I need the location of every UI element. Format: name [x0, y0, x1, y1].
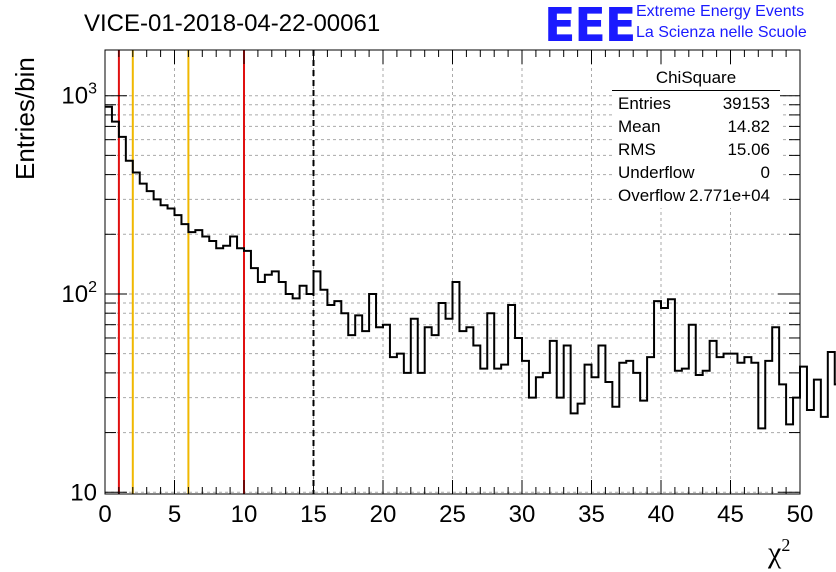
- x-axis-label-base: χ: [768, 536, 782, 569]
- logo-line-1: Extreme Energy Events: [636, 3, 805, 20]
- stats-box-divider: [612, 90, 780, 91]
- x-tick-label: 40: [648, 501, 675, 528]
- y-tick-label-exp: 3: [88, 81, 97, 98]
- x-tick-label: 50: [787, 501, 814, 528]
- x-axis-label-exp: 2: [781, 535, 791, 555]
- x-tick-label: 35: [578, 501, 605, 528]
- y-tick-label-base: 10: [61, 281, 88, 308]
- y-axis-label-text: Entries/bin: [10, 57, 40, 180]
- stats-key: RMS: [618, 140, 656, 159]
- stats-value: 15.06: [727, 140, 770, 159]
- x-tick-label: 20: [370, 501, 397, 528]
- y-tick-label: 10: [70, 479, 97, 506]
- x-tick-label: 25: [439, 501, 466, 528]
- stats-row-mean: Mean 14.82: [618, 117, 770, 139]
- stats-row-overflow: Overflow 2.771e+04: [618, 186, 770, 208]
- stats-value: 14.82: [727, 117, 770, 136]
- y-tick-label-base: 10: [70, 479, 97, 506]
- stats-value: 0: [760, 163, 770, 182]
- stats-key: Mean: [618, 117, 661, 136]
- stats-box: ChiSquare Entries 39153 Mean 14.82 RMS 15.0…: [612, 66, 780, 208]
- y-axis-label: Entries/bin: [4, 50, 44, 190]
- stats-key: Entries: [618, 94, 671, 113]
- x-tick-label: 45: [717, 501, 744, 528]
- stats-value: 39153: [722, 94, 770, 113]
- stats-row-underflow: Underflow 0: [618, 163, 770, 185]
- x-axis-label: χ2: [768, 535, 790, 570]
- x-tick-label: 5: [168, 501, 181, 528]
- stats-box-title: ChiSquare: [655, 68, 737, 87]
- y-tick-label: 103: [61, 81, 97, 110]
- stats-value: 2.771e+04: [689, 186, 770, 205]
- histogram-series: [105, 105, 836, 430]
- x-tick-label: 10: [231, 501, 258, 528]
- x-tick-label: 30: [509, 501, 536, 528]
- x-tick-label: 0: [98, 501, 111, 528]
- logo-line-2: La Scienza nelle Scuole: [636, 24, 807, 41]
- stats-key: Overflow: [618, 186, 686, 205]
- y-tick-label-exp: 2: [88, 279, 97, 296]
- logo-mark: EEE: [544, 0, 636, 52]
- stats-key: Underflow: [618, 163, 695, 182]
- x-tick-label: 15: [300, 501, 327, 528]
- chart-title: VICE-01-2018-04-22-00061: [84, 10, 381, 37]
- y-tick-label: 102: [61, 279, 97, 308]
- stats-row-rms: RMS 15.06: [618, 140, 770, 162]
- stats-row-entries: Entries 39153: [618, 94, 770, 116]
- y-tick-label-base: 10: [61, 83, 88, 110]
